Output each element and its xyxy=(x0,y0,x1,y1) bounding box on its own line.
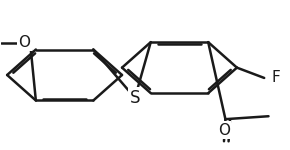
Text: O: O xyxy=(218,123,230,138)
Text: O: O xyxy=(18,35,30,50)
Text: S: S xyxy=(130,89,140,107)
Text: F: F xyxy=(271,70,280,86)
